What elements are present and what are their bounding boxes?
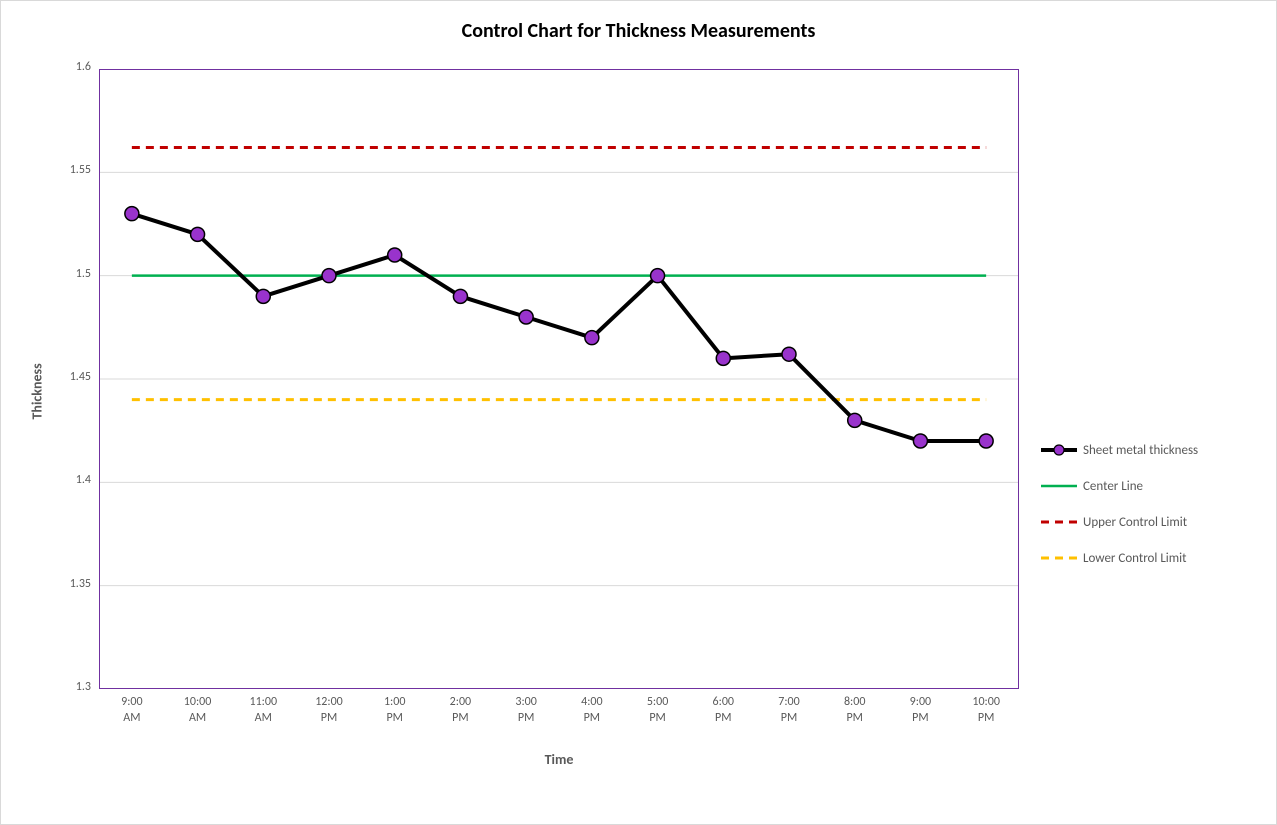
legend-thickness: Sheet metal thickness (1041, 441, 1198, 459)
chart-container: Control Chart for Thickness Measurements… (0, 0, 1277, 825)
x-tick-label: 8:00PM (826, 695, 884, 726)
legend-center-line-swatch (1041, 477, 1077, 495)
x-tick-label: 5:00PM (629, 695, 687, 726)
legend-ucl-swatch (1041, 513, 1077, 531)
x-tick-label: 9:00AM (103, 695, 161, 726)
legend-ucl-label: Upper Control Limit (1083, 515, 1187, 530)
x-tick-label: 12:00PM (300, 695, 358, 726)
y-tick-label: 1.45 (49, 370, 91, 384)
legend-lcl: Lower Control Limit (1041, 549, 1198, 567)
x-tick-label: 3:00PM (497, 695, 555, 726)
legend-thickness-label: Sheet metal thickness (1083, 443, 1198, 458)
y-tick-label: 1.35 (49, 577, 91, 591)
y-tick-label: 1.5 (49, 267, 91, 281)
x-tick-label: 10:00PM (957, 695, 1015, 726)
legend-center-line-label: Center Line (1083, 479, 1143, 494)
x-axis-title: Time (99, 751, 1019, 768)
legend: Sheet metal thickness Center Line Upper Co… (1041, 441, 1198, 585)
y-tick-label: 1.4 (49, 473, 91, 487)
y-axis-title: Thickness (29, 340, 46, 420)
legend-center-line: Center Line (1041, 477, 1198, 495)
x-tick-label: 10:00AM (169, 695, 227, 726)
y-tick-label: 1.3 (49, 680, 91, 694)
x-tick-label: 9:00PM (892, 695, 950, 726)
legend-thickness-swatch (1041, 441, 1077, 459)
plot-area (99, 69, 1019, 689)
legend-lcl-swatch (1041, 549, 1077, 567)
x-tick-label: 1:00PM (366, 695, 424, 726)
legend-lcl-label: Lower Control Limit (1083, 551, 1187, 566)
x-tick-label: 11:00AM (234, 695, 292, 726)
x-tick-label: 2:00PM (432, 695, 490, 726)
x-tick-label: 4:00PM (563, 695, 621, 726)
y-tick-label: 1.6 (49, 60, 91, 74)
legend-ucl: Upper Control Limit (1041, 513, 1198, 531)
y-tick-label: 1.55 (49, 163, 91, 177)
x-tick-label: 7:00PM (760, 695, 818, 726)
x-tick-label: 6:00PM (694, 695, 752, 726)
chart-title: Control Chart for Thickness Measurements (1, 19, 1276, 43)
